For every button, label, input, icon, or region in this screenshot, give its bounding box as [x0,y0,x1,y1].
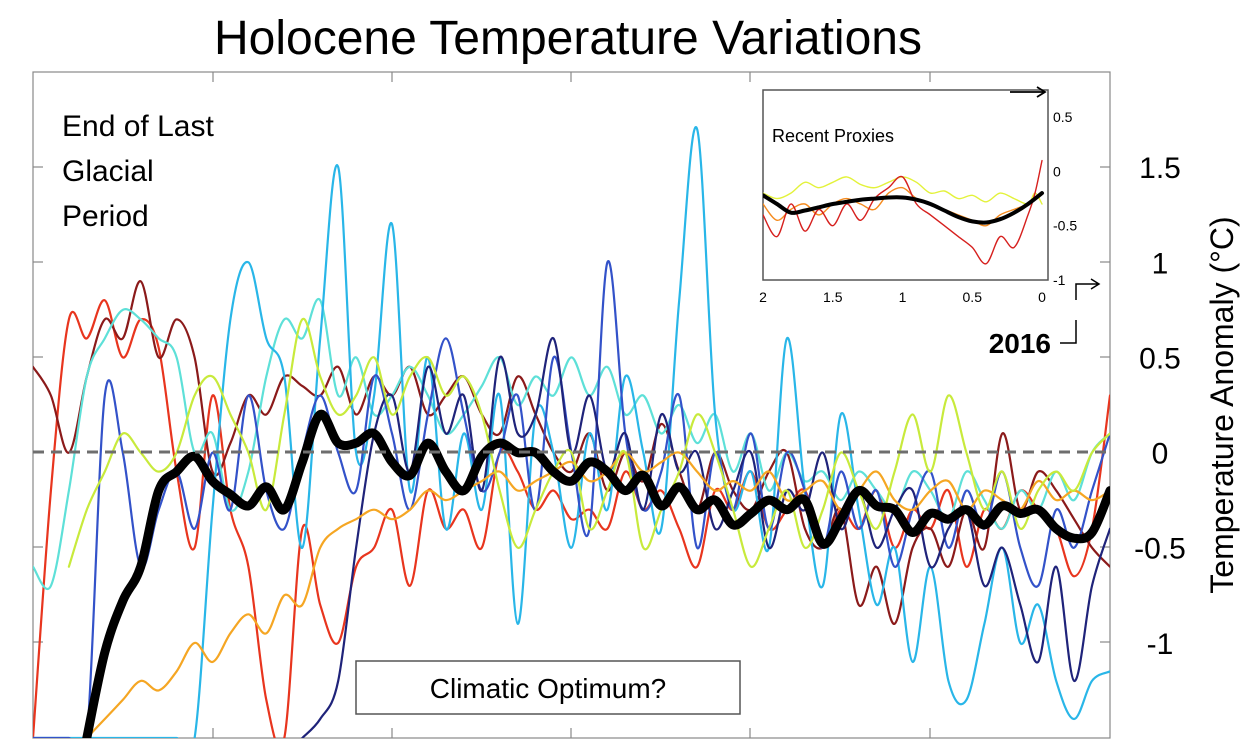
inset-y-tick-label: -1 [1053,272,1066,288]
inset-title: Recent Proxies [772,126,894,146]
y-tick-marks [33,166,1110,643]
main-series-proxy-navy [301,337,1110,738]
inset-series-inset-red [763,159,1043,265]
inset-series-inset-average [763,191,1044,225]
annotation-glacial: Glacial [62,155,154,188]
inset-frame [762,89,1049,281]
main-series-average [82,409,1110,738]
annotation-end-of-last: End of Last [62,110,214,143]
inset-x-tick-label: 1 [899,289,907,305]
inset-x-tick-label: 1.5 [823,289,843,305]
inset-series-inset-yellow [763,176,1043,205]
y-tick-label: 1.5 [1139,152,1181,185]
label-2016: 2016 [989,328,1051,359]
climatic-optimum-box [355,660,741,715]
x-tick-marks [212,72,931,738]
y-tick-label: -0.5 [1134,533,1186,566]
y-tick-label: 0.5 [1139,342,1181,375]
y-tick-label: 0 [1152,438,1169,471]
climatic-optimum-label: Climatic Optimum? [430,673,666,704]
inset-y-tick-label: -0.5 [1053,218,1077,234]
label-2016-bracket [1060,320,1077,344]
inset-bracket-arrow [1075,278,1101,300]
inset-y-tick-label: 0.5 [1053,109,1073,125]
main-series-proxy-orange [85,451,1110,738]
inset-x-tick-label: 2 [759,289,767,305]
main-series-proxy-cyan [33,297,1110,590]
chart-title: Holocene Temperature Variations [214,12,922,65]
annotation-period: Period [62,200,149,233]
y-tick-label: 1 [1152,247,1169,280]
inset-top-arrow [1010,86,1047,98]
inset-x-tick-label: 0 [1038,289,1046,305]
y-tick-label: -1 [1147,628,1174,661]
inset-x-tick-label: 0.5 [963,289,983,305]
y-axis-label: Temperature Anomaly (°C) [1204,216,1240,593]
inset-y-tick-label: 0 [1053,163,1061,179]
main-series-proxy-lightblue [33,126,1110,738]
main-series-proxy-darkred [33,280,1110,625]
